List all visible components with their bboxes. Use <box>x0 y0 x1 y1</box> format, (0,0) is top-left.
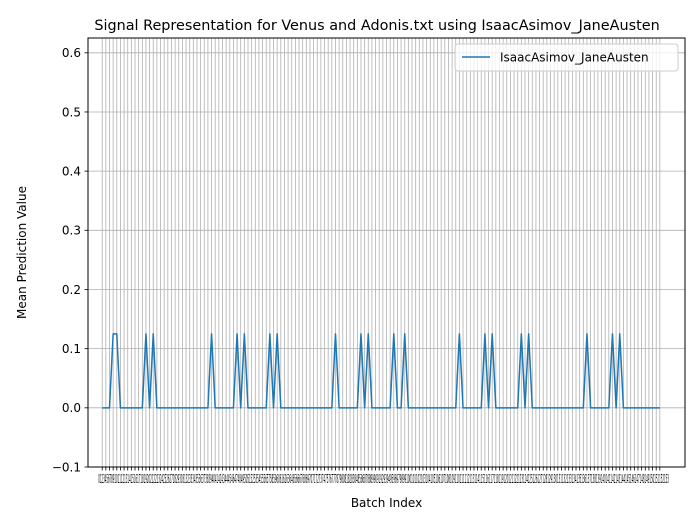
series-layer <box>102 333 660 409</box>
y-axis-ticks: −0.1 0.0 0.1 0.2 0.3 0.4 0.5 0.6 <box>52 46 88 474</box>
y-tick-label: 0.6 <box>62 46 81 60</box>
legend-label: IsaacAsimov_JaneAusten <box>500 51 649 65</box>
x-axis-ticks <box>101 467 661 471</box>
y-axis-title: Mean Prediction Value <box>15 186 29 319</box>
y-tick-label: 0.0 <box>62 401 81 415</box>
x-tick-labels: 0123456789101112131415161718192021222324… <box>98 472 669 486</box>
y-tick-label: 0.5 <box>62 105 81 119</box>
y-tick-label: 0.2 <box>62 283 81 297</box>
x-axis-title: Batch Index <box>351 496 422 510</box>
y-tick-label: 0.1 <box>62 342 81 356</box>
legend: IsaacAsimov_JaneAusten <box>454 43 679 72</box>
chart-title: Signal Representation for Venus and Adon… <box>94 18 659 34</box>
legend-box <box>454 43 679 72</box>
y-tick-label: 0.4 <box>62 164 81 178</box>
series-line <box>102 333 660 409</box>
y-tick-label: −0.1 <box>52 460 81 474</box>
y-tick-label: 0.3 <box>62 224 81 238</box>
